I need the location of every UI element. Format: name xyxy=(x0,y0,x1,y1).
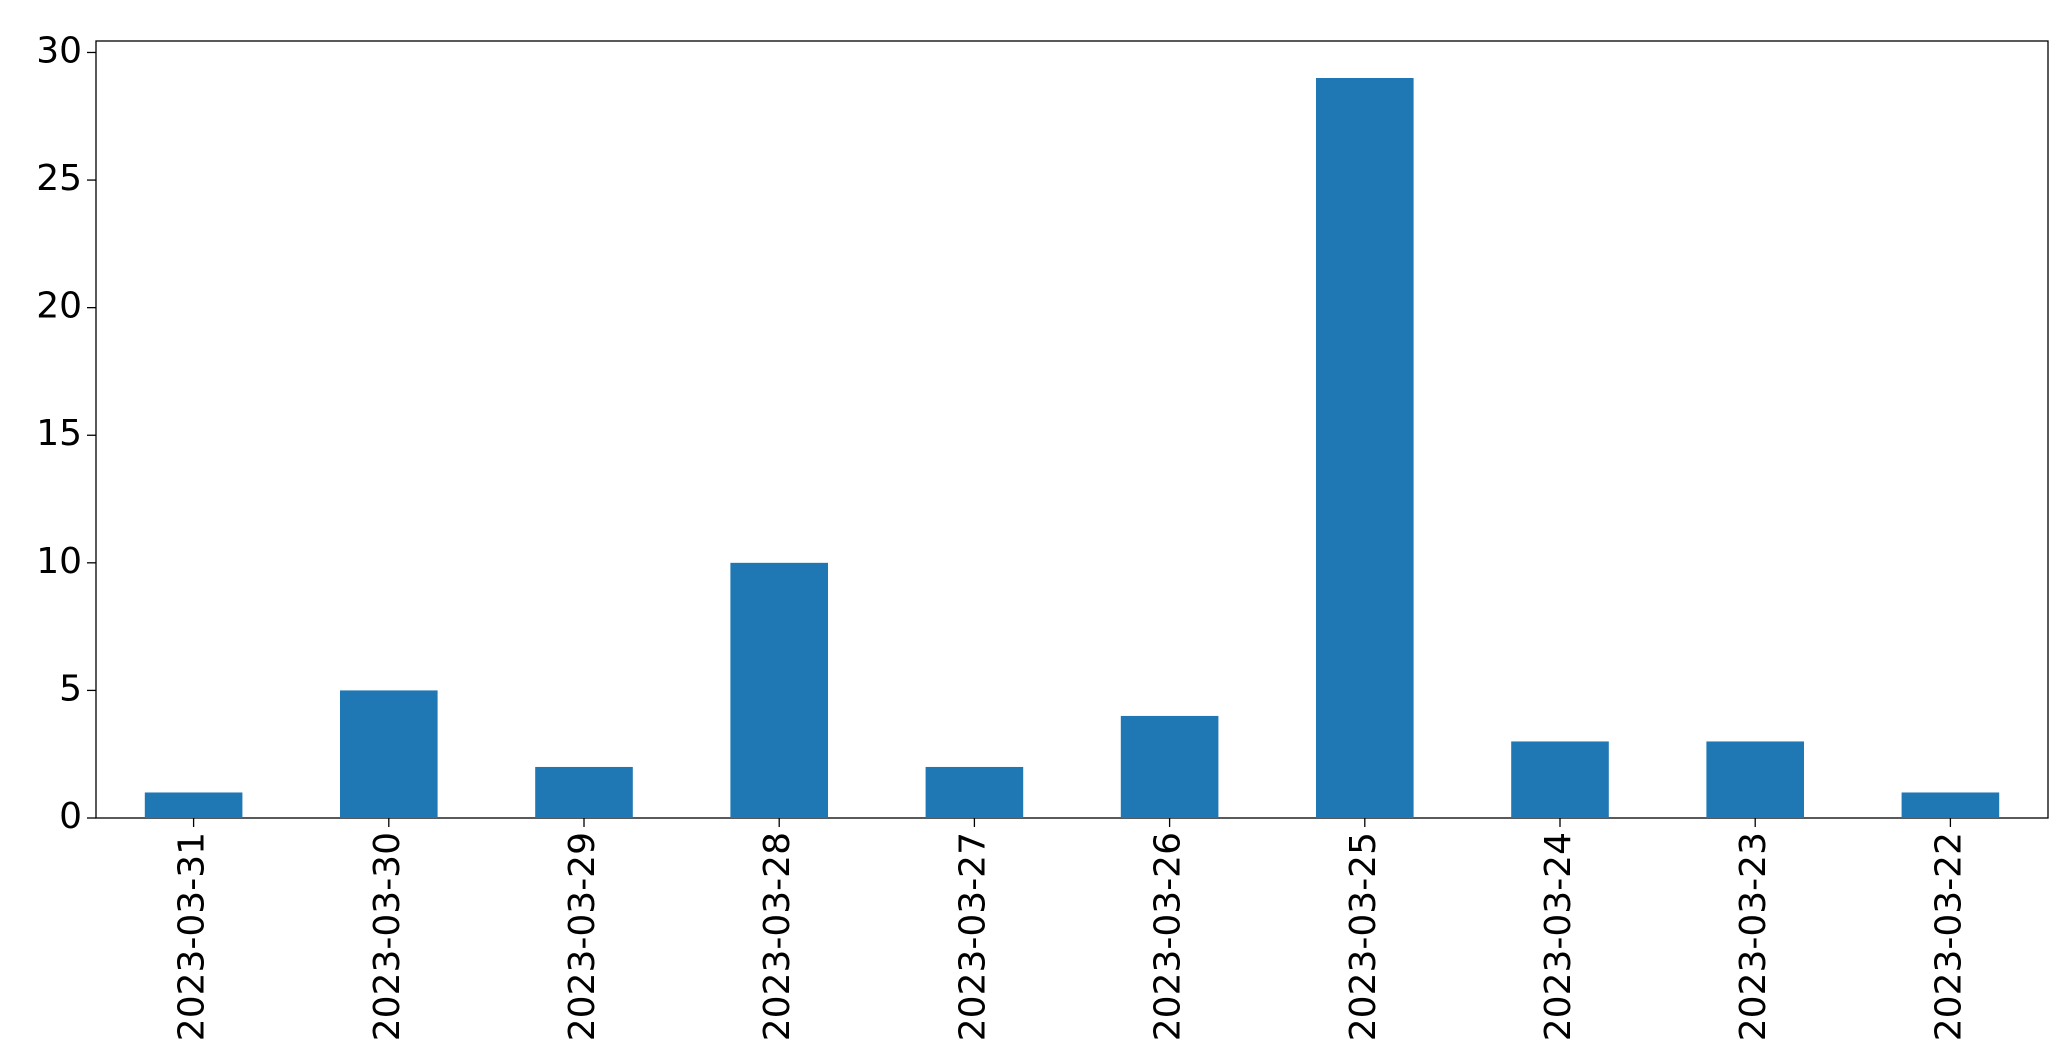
bar xyxy=(730,562,828,818)
bar xyxy=(1511,741,1609,818)
x-tick-label: 2023-03-22 xyxy=(1928,832,1969,1041)
bar xyxy=(1316,78,1414,818)
x-tick-label: 2023-03-28 xyxy=(757,832,798,1041)
y-tick-label: 15 xyxy=(36,413,82,454)
bar xyxy=(1120,715,1219,818)
x-tick-label: 2023-03-29 xyxy=(562,832,603,1041)
y-tick-label: 25 xyxy=(36,158,82,199)
plot-frame xyxy=(95,40,2049,819)
bar xyxy=(925,766,1024,818)
y-tick-label: 5 xyxy=(59,668,82,709)
bar xyxy=(144,792,243,818)
y-tick-label: 10 xyxy=(36,541,82,582)
bar xyxy=(1901,792,2000,818)
y-tick-label: 0 xyxy=(59,796,82,837)
x-tick-label: 2023-03-31 xyxy=(172,832,213,1041)
y-tick-label: 30 xyxy=(36,30,82,71)
bar xyxy=(340,690,438,818)
x-tick-label: 2023-03-24 xyxy=(1538,832,1579,1041)
x-tick-label: 2023-03-27 xyxy=(952,832,993,1041)
x-tick-label: 2023-03-26 xyxy=(1148,832,1189,1041)
x-tick-label: 2023-03-23 xyxy=(1733,832,1774,1041)
bar xyxy=(535,766,633,818)
x-tick-label: 2023-03-25 xyxy=(1343,832,1384,1041)
x-tick-label: 2023-03-30 xyxy=(367,832,408,1041)
bar xyxy=(1706,741,1804,818)
y-tick-label: 20 xyxy=(36,286,82,327)
